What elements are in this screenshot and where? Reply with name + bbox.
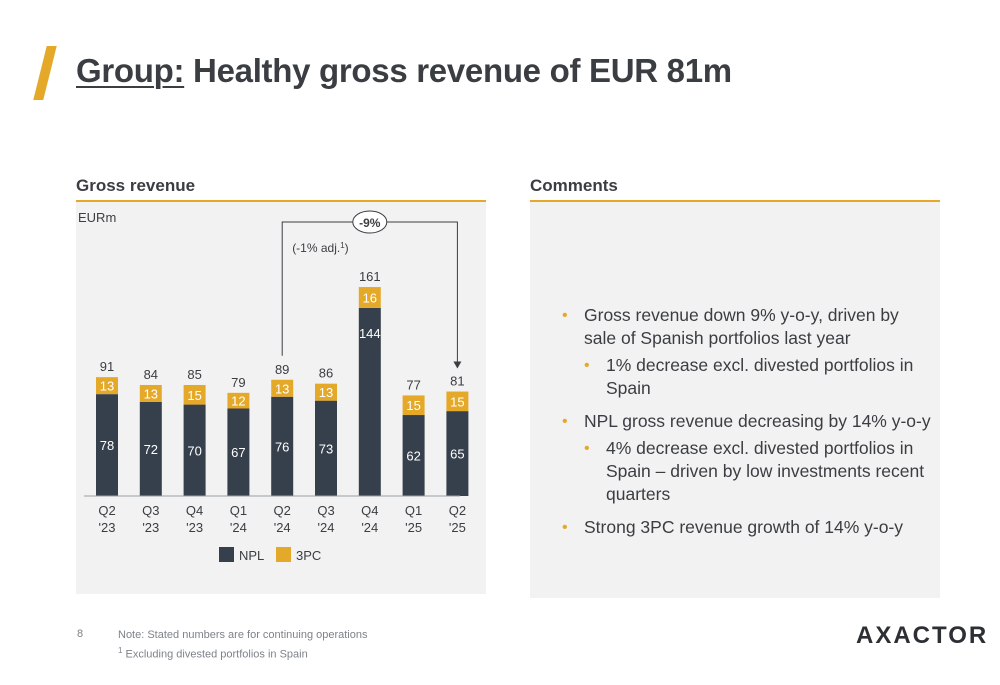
bar-npl-3 [227,408,250,496]
page-number: 8 [77,628,84,640]
tick-label-q-8: Q2 [449,503,466,518]
axactor-logo: AXACTOR [856,622,989,649]
chart-panel: EURm 13 78 91 Q2 '23 13 72 84 Q3 '23 15 70 85 Q4 '23 12 6… [76,202,486,594]
bar-npl-2 [183,404,206,496]
label-npl-6: 144 [359,326,381,341]
comment-bullet-4: 4% decrease excl. divested portfolios in… [562,437,934,506]
tick-label-y-8: '25 [449,520,466,535]
bar-3pc-5 [315,383,337,401]
bar-3pc-3 [227,392,250,409]
annotation-sublabel: (-1% adj.1) [292,241,348,256]
label-npl-8: 65 [450,447,464,462]
y-axis-unit-label: EURm [78,210,116,225]
label-3pc-1: 13 [144,386,158,401]
comment-bullet-1: Gross revenue down 9% y-o-y, driven by s… [562,304,934,350]
tick-label-y-6: '24 [361,520,378,535]
bar-npl-5 [315,400,337,496]
legend-swatch-3pc [276,547,291,562]
comment-bullet-2: 1% decrease excl. divested portfolios in… [562,354,934,400]
label-3pc-6: 16 [363,290,377,305]
tick-label-y-2: '23 [186,520,203,535]
label-npl-0: 78 [100,438,114,453]
label-total-7: 77 [406,377,420,392]
label-total-0: 91 [100,359,114,374]
tick-label-y-4: '24 [274,520,291,535]
label-3pc-5: 13 [319,385,333,400]
label-total-6: 161 [359,269,381,284]
label-npl-5: 73 [319,441,333,456]
tick-label-q-6: Q4 [361,503,378,518]
bar-3pc-6 [358,287,381,308]
tick-label-q-2: Q4 [186,503,203,518]
comment-bullet-5: Strong 3PC revenue growth of 14% y-o-y [562,516,934,539]
footnote-text: Excluding divested portfolios in Spain [122,648,308,661]
label-total-4: 89 [275,362,289,377]
tick-label-q-0: Q2 [98,503,115,518]
tick-label-q-4: Q2 [274,503,291,518]
tick-label-y-3: '24 [230,520,247,535]
bar-3pc-2 [183,384,206,405]
label-3pc-8: 15 [450,394,464,409]
bar-npl-6 [358,307,381,496]
page-title-prefix: Group: [76,52,185,89]
comment-bullet-3: NPL gross revenue decreasing by 14% y-o-… [562,410,934,433]
label-total-5: 86 [319,366,333,381]
bar-npl-4 [271,396,294,496]
bar-3pc-8 [446,391,469,412]
tick-label-q-5: Q3 [317,503,334,518]
label-npl-7: 62 [406,449,420,464]
footnote-note: Note: Stated numbers are for continuing … [118,629,368,641]
label-npl-3: 67 [231,445,245,460]
annotation-label: -9% [359,216,381,230]
tick-label-q-7: Q1 [405,503,422,518]
bar-3pc-0 [96,377,118,395]
bar-npl-8 [446,411,469,496]
tick-label-y-5: '24 [318,520,335,535]
tick-label-q-1: Q3 [142,503,159,518]
label-npl-2: 70 [187,443,201,458]
label-total-1: 84 [144,367,158,382]
label-npl-4: 76 [275,439,289,454]
label-total-3: 79 [231,375,245,390]
bar-3pc-1 [139,384,162,402]
footnote-mark: 1 [118,646,123,655]
annotation-badge [352,210,388,234]
label-3pc-4: 13 [275,381,289,396]
label-total-2: 85 [187,367,201,382]
gross-revenue-chart: EURm 13 78 91 Q2 '23 13 72 84 Q3 '23 15 70 85 Q4 '23 12 6… [78,210,469,563]
tick-label-y-1: '23 [142,520,159,535]
label-3pc-2: 15 [187,388,201,403]
footnote-divested: 1 Excluding divested portfolios in Spain [118,643,367,663]
comments-list: Gross revenue down 9% y-o-y, driven by s… [562,304,934,549]
tick-label-y-0: '23 [99,520,116,535]
label-3pc-3: 12 [231,394,245,409]
bar-npl-1 [139,401,162,496]
title-accent-slash [33,46,57,100]
legend-swatch-npl [219,547,234,562]
label-3pc-7: 15 [406,398,420,413]
page-title-rest: Healthy gross revenue of EUR 81m [184,52,732,89]
footnote-block: Note: Stated numbers are for continuing … [118,628,367,663]
annotation-arrowhead [453,361,462,369]
tick-label-q-3: Q1 [230,503,247,518]
bar-3pc-4 [271,379,294,397]
label-total-8: 81 [450,374,464,389]
page-title: Group: Healthy gross revenue of EUR 81m [76,52,732,90]
bar-npl-0 [96,394,118,496]
tick-label-y-7: '25 [405,520,422,535]
gross-revenue-heading: Gross revenue [76,176,486,202]
label-3pc-0: 13 [100,379,114,394]
bar-3pc-7 [402,395,425,416]
legend-label-3pc: 3PC [296,548,321,563]
legend-label-npl: NPL [239,548,264,563]
label-npl-1: 72 [144,442,158,457]
bar-npl-7 [402,415,425,496]
comments-heading: Comments [530,176,940,202]
